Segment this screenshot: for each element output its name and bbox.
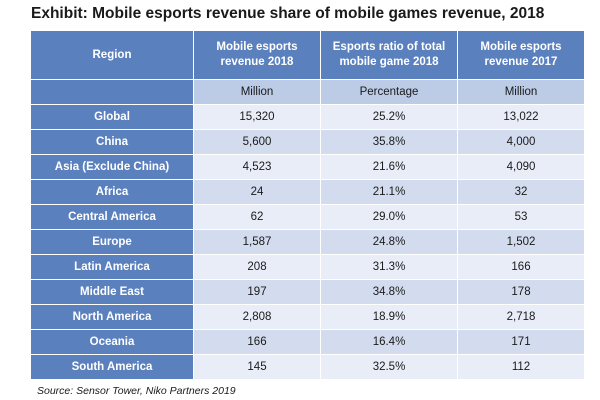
unit-cell-revenue-2018: Million bbox=[193, 79, 321, 105]
table-row: Europe 1,587 24.8% 1,502 bbox=[30, 229, 585, 255]
table-header-row: Region Mobile esports revenue 2018 Espor… bbox=[30, 30, 585, 80]
revenue-2017-cell: 32 bbox=[457, 179, 585, 205]
table-row: Oceania 166 16.4% 171 bbox=[30, 329, 585, 355]
table-row: Central America 62 29.0% 53 bbox=[30, 204, 585, 230]
table-row: North America 2,808 18.9% 2,718 bbox=[30, 304, 585, 330]
region-cell: South America bbox=[30, 354, 194, 380]
revenue-2018-cell: 1,587 bbox=[193, 229, 321, 255]
revenue-2018-cell: 5,600 bbox=[193, 129, 321, 155]
revenue-2018-cell: 15,320 bbox=[193, 104, 321, 130]
region-cell: Latin America bbox=[30, 254, 194, 280]
table-row: Africa 24 21.1% 32 bbox=[30, 179, 585, 205]
region-cell: Global bbox=[30, 104, 194, 130]
column-header-line: Mobile esports bbox=[480, 41, 562, 53]
revenue-2017-cell: 166 bbox=[457, 254, 585, 280]
region-cell: Central America bbox=[30, 204, 194, 230]
esports-ratio-2018-cell: 21.1% bbox=[320, 179, 458, 205]
esports-ratio-2018-cell: 25.2% bbox=[320, 104, 458, 130]
column-header-line: Region bbox=[92, 48, 132, 61]
esports-ratio-2018-cell: 35.8% bbox=[320, 129, 458, 155]
revenue-2017-cell: 1,502 bbox=[457, 229, 585, 255]
source-note: Source: Sensor Tower, Niko Partners 2019 bbox=[37, 385, 236, 397]
region-cell: Europe bbox=[30, 229, 194, 255]
revenue-2018-cell: 197 bbox=[193, 279, 321, 305]
revenue-2017-cell: 178 bbox=[457, 279, 585, 305]
revenue-2018-cell: 4,523 bbox=[193, 154, 321, 180]
revenue-2018-cell: 62 bbox=[193, 204, 321, 230]
revenue-2018-cell: 208 bbox=[193, 254, 321, 280]
revenue-2018-cell: 24 bbox=[193, 179, 321, 205]
units-row-label-cell bbox=[30, 79, 194, 105]
revenue-table: Region Mobile esports revenue 2018 Espor… bbox=[30, 30, 585, 380]
column-header-line: mobile game 2018 bbox=[339, 56, 439, 68]
region-cell: Oceania bbox=[30, 329, 194, 355]
esports-ratio-2018-cell: 18.9% bbox=[320, 304, 458, 330]
column-header-line: Esports ratio of total bbox=[332, 41, 446, 53]
region-cell: North America bbox=[30, 304, 194, 330]
esports-ratio-2018-cell: 34.8% bbox=[320, 279, 458, 305]
revenue-2017-cell: 4,090 bbox=[457, 154, 585, 180]
revenue-2017-cell: 171 bbox=[457, 329, 585, 355]
unit-cell-revenue-2017: Million bbox=[457, 79, 585, 105]
table-row: China 5,600 35.8% 4,000 bbox=[30, 129, 585, 155]
table-row: Middle East 197 34.8% 178 bbox=[30, 279, 585, 305]
region-cell: Africa bbox=[30, 179, 194, 205]
column-header-region: Region bbox=[30, 30, 194, 80]
column-header-line: revenue 2018 bbox=[220, 56, 294, 68]
table-body: Million Percentage Million Global 15,320 2… bbox=[30, 79, 585, 380]
revenue-2017-cell: 2,718 bbox=[457, 304, 585, 330]
revenue-2017-cell: 13,022 bbox=[457, 104, 585, 130]
esports-ratio-2018-cell: 32.5% bbox=[320, 354, 458, 380]
esports-ratio-2018-cell: 31.3% bbox=[320, 254, 458, 280]
region-cell: China bbox=[30, 129, 194, 155]
chart-title: Exhibit: Mobile esports revenue share of… bbox=[31, 5, 545, 22]
units-row: Million Percentage Million bbox=[30, 79, 585, 105]
column-header-revenue-2018: Mobile esports revenue 2018 bbox=[193, 30, 321, 80]
region-cell: Asia (Exclude China) bbox=[30, 154, 194, 180]
revenue-2017-cell: 4,000 bbox=[457, 129, 585, 155]
column-header-revenue-2017: Mobile esports revenue 2017 bbox=[457, 30, 585, 80]
table-row: Global 15,320 25.2% 13,022 bbox=[30, 104, 585, 130]
table-row: South America 145 32.5% 112 bbox=[30, 354, 585, 380]
region-cell: Middle East bbox=[30, 279, 194, 305]
revenue-2017-cell: 112 bbox=[457, 354, 585, 380]
revenue-2017-cell: 53 bbox=[457, 204, 585, 230]
revenue-2018-cell: 145 bbox=[193, 354, 321, 380]
table-row: Latin America 208 31.3% 166 bbox=[30, 254, 585, 280]
column-header-line: Mobile esports bbox=[216, 41, 298, 53]
column-header-line: revenue 2017 bbox=[484, 56, 558, 68]
revenue-2018-cell: 166 bbox=[193, 329, 321, 355]
revenue-2018-cell: 2,808 bbox=[193, 304, 321, 330]
esports-ratio-2018-cell: 24.8% bbox=[320, 229, 458, 255]
unit-cell-esports-ratio-2018: Percentage bbox=[320, 79, 458, 105]
column-header-esports-ratio-2018: Esports ratio of total mobile game 2018 bbox=[320, 30, 458, 80]
esports-ratio-2018-cell: 21.6% bbox=[320, 154, 458, 180]
esports-ratio-2018-cell: 29.0% bbox=[320, 204, 458, 230]
table-row: Asia (Exclude China) 4,523 21.6% 4,090 bbox=[30, 154, 585, 180]
esports-ratio-2018-cell: 16.4% bbox=[320, 329, 458, 355]
